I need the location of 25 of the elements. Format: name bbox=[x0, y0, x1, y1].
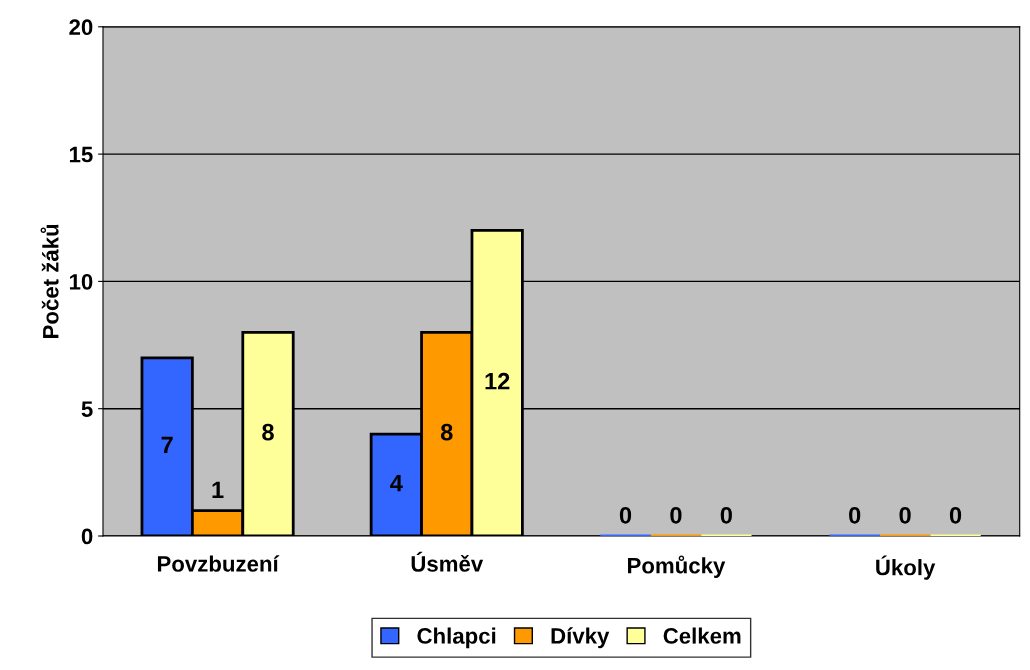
data-label: 12 bbox=[485, 372, 510, 390]
x-tick-label: Úkoly bbox=[876, 555, 936, 580]
data-label: 4 bbox=[390, 474, 403, 492]
y-tick-label: 10 bbox=[69, 273, 93, 290]
y-axis-title: Počet žáků bbox=[40, 224, 59, 338]
y-tick-label: 20 bbox=[69, 19, 93, 36]
legend-label: Dívky bbox=[551, 627, 610, 649]
data-label: 8 bbox=[440, 423, 453, 441]
x-tick-label: Pomůcky bbox=[628, 555, 726, 578]
data-label: 0 bbox=[619, 506, 632, 524]
data-label: 8 bbox=[262, 423, 274, 441]
x-tick-label: Povzbuzení bbox=[157, 555, 280, 572]
x-tick-label: Úsměv bbox=[411, 551, 484, 572]
y-tick-label: 0 bbox=[81, 528, 93, 545]
data-label: 0 bbox=[720, 506, 732, 524]
data-label: 7 bbox=[161, 436, 173, 453]
legend-label: Chlapci bbox=[417, 627, 496, 649]
y-tick-label: 5 bbox=[81, 401, 93, 417]
legend-label: Celkem bbox=[663, 627, 741, 644]
data-label: 0 bbox=[849, 506, 861, 524]
data-label: 0 bbox=[670, 506, 682, 524]
data-label: 1 bbox=[212, 481, 224, 498]
data-label: 0 bbox=[949, 506, 962, 524]
data-label: 0 bbox=[899, 506, 911, 524]
y-tick-label: 15 bbox=[69, 146, 93, 163]
